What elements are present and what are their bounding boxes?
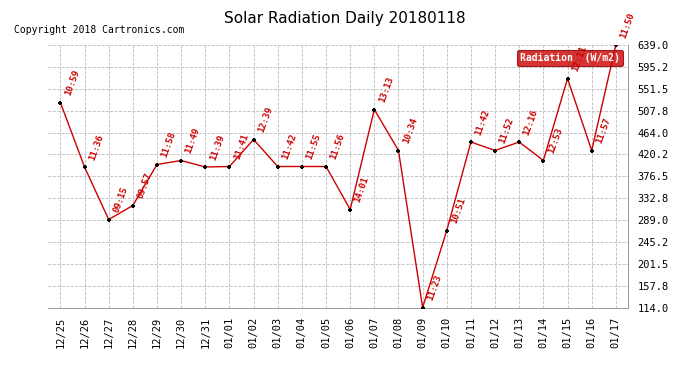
Point xyxy=(200,164,211,170)
Point xyxy=(344,207,356,213)
Text: 14:01: 14:01 xyxy=(353,176,371,204)
Point xyxy=(442,228,453,234)
Point xyxy=(79,164,90,170)
Point xyxy=(175,158,186,164)
Point xyxy=(490,147,501,153)
Point xyxy=(320,164,331,170)
Point xyxy=(55,99,66,105)
Text: 11:52: 11:52 xyxy=(498,117,515,145)
Text: 10:34: 10:34 xyxy=(402,117,419,145)
Text: 13:13: 13:13 xyxy=(377,76,395,104)
Point xyxy=(297,164,308,170)
Text: 12:39: 12:39 xyxy=(257,106,274,134)
Text: 11:57: 11:57 xyxy=(595,117,612,145)
Point xyxy=(272,164,284,170)
Text: 11:23: 11:23 xyxy=(426,274,443,302)
Point xyxy=(610,42,621,48)
Point xyxy=(224,164,235,170)
Text: 09:15: 09:15 xyxy=(112,186,129,214)
Point xyxy=(104,216,115,222)
Point xyxy=(465,139,476,145)
Point xyxy=(417,304,428,310)
Point xyxy=(586,147,597,153)
Point xyxy=(538,158,549,164)
Point xyxy=(127,202,138,208)
Point xyxy=(562,75,573,81)
Text: 11:49: 11:49 xyxy=(184,127,201,155)
Point xyxy=(393,147,404,153)
Point xyxy=(513,139,524,145)
Text: 11:55: 11:55 xyxy=(305,133,322,161)
Text: Copyright 2018 Cartronics.com: Copyright 2018 Cartronics.com xyxy=(14,24,184,34)
Text: 12:53: 12:53 xyxy=(546,127,564,155)
Text: 10:51: 10:51 xyxy=(450,196,467,225)
Text: 10:59: 10:59 xyxy=(63,69,81,97)
Text: 12:16: 12:16 xyxy=(522,108,540,136)
Text: 11:41: 11:41 xyxy=(233,133,250,161)
Text: 12:11: 12:11 xyxy=(571,45,588,73)
Point xyxy=(368,106,380,112)
Text: 11:42: 11:42 xyxy=(474,108,491,136)
Point xyxy=(152,162,163,168)
Text: Solar Radiation Daily 20180118: Solar Radiation Daily 20180118 xyxy=(224,11,466,26)
Legend: Radiation  (W/m2): Radiation (W/m2) xyxy=(518,50,623,66)
Point xyxy=(248,136,259,142)
Text: 09:57: 09:57 xyxy=(136,172,153,200)
Text: 11:39: 11:39 xyxy=(208,133,226,162)
Text: 11:56: 11:56 xyxy=(329,133,346,161)
Text: 11:42: 11:42 xyxy=(281,133,298,161)
Text: 11:50: 11:50 xyxy=(619,11,636,39)
Text: 11:58: 11:58 xyxy=(160,130,177,159)
Text: 11:36: 11:36 xyxy=(88,133,105,162)
